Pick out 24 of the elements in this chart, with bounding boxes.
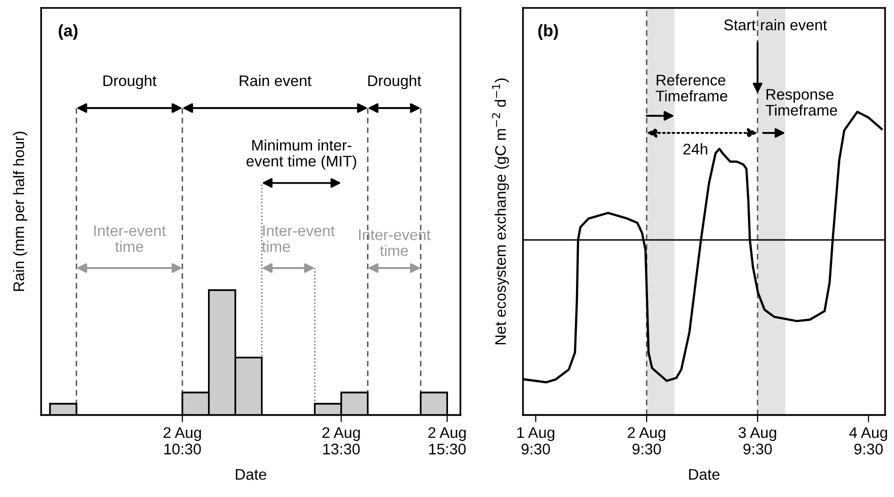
text: Drought — [368, 74, 422, 90]
x-tick-label: 2 Aug 13:30 — [322, 427, 360, 454]
chart-title: (b) — [538, 24, 558, 40]
text: Inter-event time — [262, 225, 335, 252]
x-tick-label: 2 Aug 9:30 — [628, 427, 666, 454]
text: Start rain event — [724, 19, 828, 30]
x-tick-label: 2 Aug 10:30 — [164, 427, 201, 454]
text: Rain event — [240, 74, 312, 86]
y-axis-title: Net ecosystem exchange (gC m$^{−2}$ d$^{−1}$) — [492, 78, 509, 344]
x-tick-label: 2 Aug 15:30 — [428, 427, 466, 454]
x-tick-label: 4 Aug 9:30 — [849, 427, 888, 454]
text: Inter-event time — [359, 230, 431, 256]
x-tick-label: 1 Aug 9:30 — [517, 427, 554, 454]
x-axis-title: Date — [236, 469, 266, 480]
annotation: Response Timeframe — [766, 89, 838, 116]
text: Minimum inter- event time (MIT) — [246, 139, 356, 170]
chart-title: (a) — [58, 24, 78, 40]
text: Inter-event time — [94, 225, 166, 252]
y-axis-title: Rain (mm per half hour) — [12, 132, 28, 291]
x-tick-label: 3 Aug 9:30 — [738, 427, 776, 454]
annotation: 24h — [683, 143, 708, 154]
text: Drought — [103, 74, 156, 90]
text: Reference Timeframe — [656, 74, 728, 102]
x-axis-title: Date — [689, 469, 720, 480]
